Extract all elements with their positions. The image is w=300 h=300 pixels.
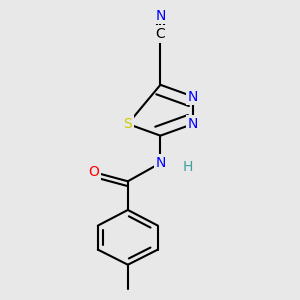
Text: N: N [188,90,198,104]
Text: N: N [155,9,166,23]
Text: N: N [188,117,198,131]
Text: S: S [124,117,132,131]
Text: H: H [183,160,193,174]
Text: N: N [155,156,166,170]
Text: O: O [88,165,99,179]
Text: C: C [156,27,165,41]
